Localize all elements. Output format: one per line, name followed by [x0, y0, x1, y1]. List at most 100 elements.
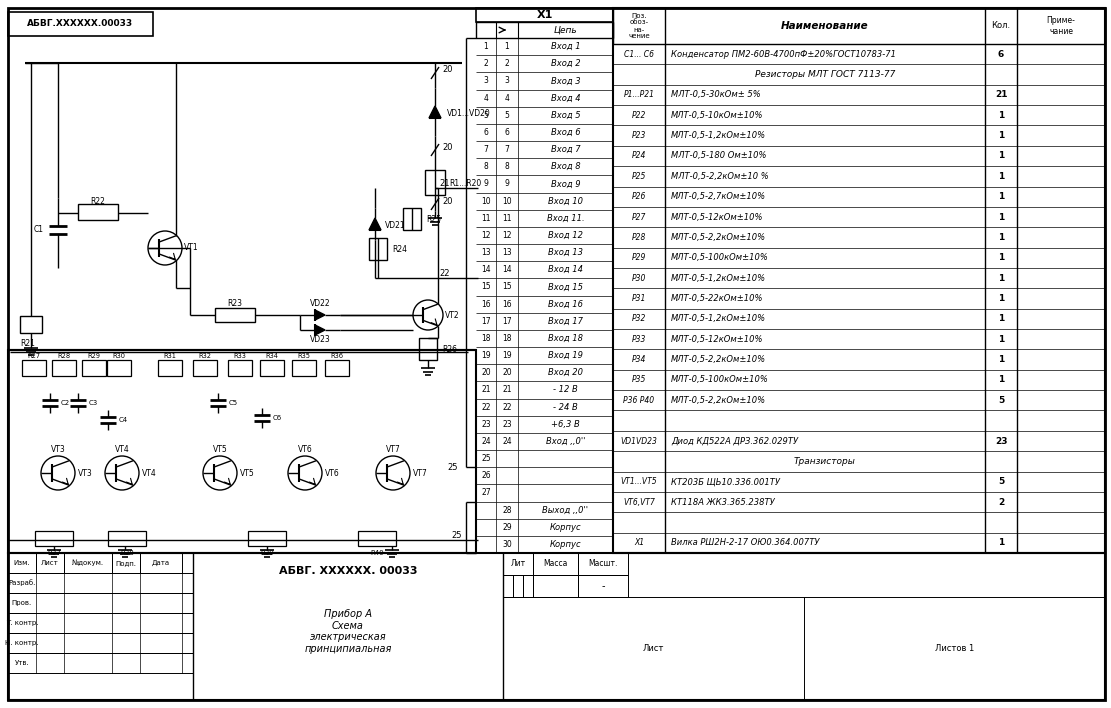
- Polygon shape: [429, 106, 441, 118]
- Text: Приме-
чание: Приме- чание: [1047, 16, 1075, 35]
- Text: VT4: VT4: [142, 469, 157, 477]
- Text: R26: R26: [442, 346, 457, 355]
- Text: 2: 2: [483, 59, 489, 68]
- Text: 24: 24: [481, 437, 491, 446]
- Text: Р22: Р22: [632, 110, 647, 120]
- Bar: [108, 531, 146, 546]
- Text: Вход 9: Вход 9: [551, 179, 580, 188]
- Text: 1: 1: [998, 131, 1004, 140]
- Text: 25: 25: [451, 530, 462, 539]
- Text: МЛТ-0,5-12кОм±10%: МЛТ-0,5-12кОм±10%: [671, 212, 763, 222]
- Text: 23: 23: [502, 420, 512, 429]
- Text: 13: 13: [481, 248, 491, 257]
- Bar: [64, 553, 112, 573]
- Bar: [503, 575, 513, 597]
- Bar: [476, 8, 613, 22]
- Text: Вход 7: Вход 7: [551, 145, 580, 154]
- Bar: [419, 338, 437, 360]
- Text: Поз.
обоз-
на-
чение: Поз. обоз- на- чение: [628, 13, 650, 40]
- Bar: [8, 593, 193, 613]
- Bar: [140, 553, 182, 573]
- Text: R36: R36: [330, 353, 343, 359]
- Polygon shape: [316, 325, 326, 335]
- Text: VD1...VD20: VD1...VD20: [447, 110, 491, 118]
- Text: 21: 21: [481, 385, 491, 394]
- Text: Корпус: Корпус: [550, 540, 581, 549]
- Bar: [112, 553, 140, 573]
- Text: Р34: Р34: [632, 355, 647, 364]
- Text: VT5: VT5: [240, 469, 254, 477]
- Text: VT7: VT7: [413, 469, 428, 477]
- Text: Вход 17: Вход 17: [548, 316, 583, 326]
- Bar: [248, 531, 286, 546]
- Text: 23: 23: [481, 420, 491, 429]
- Text: R35: R35: [298, 353, 310, 359]
- Text: 18: 18: [481, 334, 491, 343]
- Text: КТ118А ЖК3.365.238ТУ: КТ118А ЖК3.365.238ТУ: [671, 498, 774, 507]
- Text: VT2: VT2: [446, 311, 460, 319]
- Text: 1: 1: [998, 152, 1004, 161]
- Bar: [476, 22, 613, 38]
- Text: Р29: Р29: [632, 253, 647, 262]
- Text: C4: C4: [119, 417, 128, 423]
- Text: 8: 8: [504, 162, 509, 171]
- Text: 2: 2: [504, 59, 509, 68]
- Text: 16: 16: [502, 299, 512, 309]
- Text: 11: 11: [481, 214, 491, 223]
- Bar: [82, 360, 106, 376]
- Polygon shape: [369, 218, 381, 230]
- Bar: [513, 575, 523, 597]
- Text: R27: R27: [28, 353, 41, 359]
- Text: C2: C2: [61, 400, 70, 406]
- Text: МЛТ-0,5-12кОм±10%: МЛТ-0,5-12кОм±10%: [671, 335, 763, 343]
- Text: R25: R25: [426, 215, 441, 224]
- Text: 6: 6: [483, 128, 489, 137]
- Bar: [533, 575, 578, 597]
- Text: Корпус: Корпус: [550, 523, 581, 532]
- Text: R23: R23: [228, 299, 242, 307]
- Bar: [613, 8, 1105, 44]
- Text: Подп.: Подп.: [116, 560, 137, 566]
- Text: Н. контр.: Н. контр.: [6, 640, 39, 646]
- Text: +6,3 В: +6,3 В: [551, 420, 580, 429]
- Text: Вход 12: Вход 12: [548, 231, 583, 240]
- Text: Листов 1: Листов 1: [934, 644, 974, 653]
- Text: R40: R40: [370, 550, 383, 556]
- Text: 1: 1: [998, 110, 1004, 120]
- Text: X1: X1: [537, 10, 552, 20]
- Text: R32: R32: [199, 353, 211, 359]
- Text: МЛТ-0,5-30кОм± 5%: МЛТ-0,5-30кОм± 5%: [671, 91, 761, 99]
- Bar: [260, 360, 284, 376]
- Bar: [8, 12, 153, 36]
- Text: МЛТ-0,5-2,2кОм±10%: МЛТ-0,5-2,2кОм±10%: [671, 355, 767, 364]
- Text: Утв.: Утв.: [14, 660, 29, 666]
- Text: 22: 22: [440, 268, 450, 278]
- Text: МЛТ-0,5-2,2кОм±10 %: МЛТ-0,5-2,2кОм±10 %: [671, 172, 769, 181]
- Bar: [533, 553, 578, 575]
- Text: 12: 12: [502, 231, 512, 240]
- Text: 5: 5: [998, 477, 1004, 486]
- Text: 17: 17: [481, 316, 491, 326]
- Text: Кол.: Кол.: [991, 21, 1011, 30]
- Text: R39: R39: [260, 550, 274, 556]
- Bar: [578, 575, 628, 597]
- Text: 7: 7: [504, 145, 510, 154]
- Text: 1: 1: [998, 375, 1004, 384]
- Bar: [503, 597, 1105, 700]
- Text: VT3: VT3: [78, 469, 92, 477]
- Text: C5: C5: [229, 400, 238, 406]
- Text: Диод КД522А ДРЗ.362.029ТУ: Диод КД522А ДРЗ.362.029ТУ: [671, 437, 798, 445]
- Text: 25: 25: [481, 454, 491, 463]
- Text: VD21: VD21: [386, 220, 406, 229]
- Bar: [22, 360, 46, 376]
- Text: C3: C3: [89, 400, 98, 406]
- Text: Вход 11.: Вход 11.: [547, 214, 584, 223]
- Text: R31: R31: [163, 353, 177, 359]
- Text: Резисторы МЛТ ГОСТ 7113-77: Резисторы МЛТ ГОСТ 7113-77: [754, 70, 895, 79]
- Text: 5: 5: [504, 110, 510, 120]
- Bar: [369, 238, 387, 260]
- Text: 9: 9: [483, 179, 489, 188]
- Text: VT1...VT5: VT1...VT5: [621, 477, 658, 486]
- Text: 21: 21: [502, 385, 512, 394]
- Text: Р36 Р40: Р36 Р40: [623, 396, 654, 405]
